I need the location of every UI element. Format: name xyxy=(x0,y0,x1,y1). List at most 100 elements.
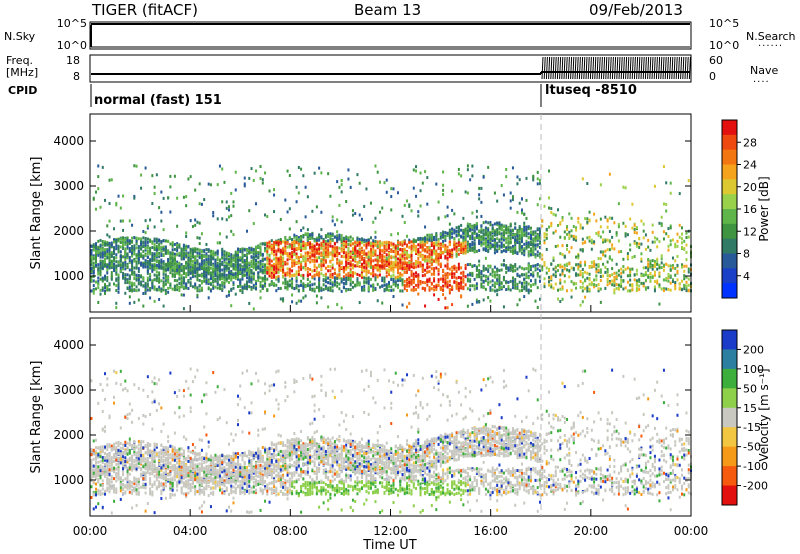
range-gate-cell xyxy=(252,222,255,226)
range-gate-cell xyxy=(349,273,352,277)
range-gate-cell xyxy=(511,245,514,249)
range-gate-cell xyxy=(230,304,233,308)
range-gate-cell xyxy=(264,246,267,250)
range-gate-cell xyxy=(200,253,203,257)
range-gate-cell xyxy=(489,280,492,284)
range-gate-cell xyxy=(315,301,318,305)
range-gate-cell xyxy=(482,286,485,290)
range-gate-cell xyxy=(496,199,499,203)
range-gate-cell xyxy=(444,245,447,249)
range-gate-cell xyxy=(178,253,181,257)
range-gate-cell xyxy=(302,247,305,251)
range-gate-cell xyxy=(243,176,246,180)
range-gate-cell xyxy=(457,265,460,269)
range-gate-cell xyxy=(453,272,456,276)
range-gate-cell xyxy=(288,252,291,256)
range-gate-cell xyxy=(198,248,201,252)
range-gate-cell xyxy=(275,277,278,281)
range-gate-cell xyxy=(140,252,143,256)
range-gate-cell xyxy=(446,271,449,275)
range-gate-cell xyxy=(182,293,185,297)
nave-spike xyxy=(585,56,588,80)
range-gate-cell xyxy=(419,245,422,249)
range-gate-cell xyxy=(410,253,413,257)
range-gate-cell xyxy=(369,277,372,281)
range-gate-cell xyxy=(124,291,127,295)
range-gate-cell xyxy=(270,271,273,275)
range-gate-cell xyxy=(473,264,476,268)
range-gate-cell xyxy=(466,164,469,168)
range-gate-cell xyxy=(392,255,395,259)
range-gate-cell xyxy=(372,244,375,248)
range-gate-cell xyxy=(108,252,111,256)
range-gate-cell xyxy=(484,275,487,279)
range-gate-cell xyxy=(187,255,190,259)
range-gate-cell xyxy=(252,264,255,268)
range-gate-cell xyxy=(250,265,253,269)
range-gate-cell xyxy=(433,267,436,271)
range-gate-cell xyxy=(169,286,172,290)
range-gate-cell xyxy=(397,275,400,279)
range-gate-cell xyxy=(212,256,215,260)
range-gate-cell xyxy=(286,271,289,275)
range-gate-cell xyxy=(259,296,262,300)
range-gate-cell xyxy=(430,272,433,276)
range-gate-cell xyxy=(378,241,381,245)
range-gate-cell xyxy=(347,255,350,259)
range-gate-cell xyxy=(97,251,100,255)
range-gate-cell xyxy=(304,264,307,268)
range-gate-cell xyxy=(469,277,472,281)
range-gate-cell xyxy=(239,282,242,286)
range-gate-cell xyxy=(498,224,501,228)
range-gate-cell xyxy=(426,247,429,251)
range-gate-cell xyxy=(227,260,230,264)
range-gate-cell xyxy=(491,229,494,233)
range-gate-cell xyxy=(381,253,384,257)
range-gate-cell xyxy=(466,304,469,308)
range-gate-cell xyxy=(410,209,413,213)
range-gate-cell xyxy=(223,281,226,285)
range-gate-cell xyxy=(110,255,113,259)
range-gate-cell xyxy=(124,242,127,246)
nave-spike xyxy=(633,56,636,80)
range-gate-cell xyxy=(277,248,280,252)
range-gate-cell xyxy=(421,248,424,252)
range-gate-cell xyxy=(473,236,476,240)
range-gate-cell xyxy=(419,204,422,208)
range-gate-cell xyxy=(415,239,418,243)
range-gate-cell xyxy=(137,270,140,274)
range-gate-cell xyxy=(268,258,271,262)
range-gate-cell xyxy=(466,277,469,281)
range-gate-cell xyxy=(117,290,120,294)
range-gate-cell xyxy=(257,275,260,279)
range-gate-cell xyxy=(446,256,449,260)
range-gate-cell xyxy=(297,265,300,269)
range-gate-cell xyxy=(453,247,456,251)
range-gate-cell xyxy=(329,244,332,248)
range-gate-cell xyxy=(279,253,282,257)
range-gate-cell xyxy=(363,288,366,292)
range-gate-cell xyxy=(209,263,212,267)
range-gate-cell xyxy=(241,253,244,257)
range-gate-cell xyxy=(155,241,158,245)
range-gate-cell xyxy=(178,251,181,255)
range-gate-cell xyxy=(489,223,492,227)
range-gate-cell xyxy=(162,228,165,232)
range-gate-cell xyxy=(189,271,192,275)
range-gate-cell xyxy=(421,258,424,262)
range-gate-cell xyxy=(421,255,424,259)
range-gate-cell xyxy=(349,250,352,254)
range-gate-cell xyxy=(349,279,352,283)
range-gate-cell xyxy=(442,274,445,278)
range-gate-cell xyxy=(187,280,190,284)
range-gate-cell xyxy=(268,271,271,275)
range-gate-cell xyxy=(469,229,472,233)
range-gate-cell xyxy=(493,282,496,286)
range-gate-cell xyxy=(90,257,93,261)
range-gate-cell xyxy=(236,272,239,276)
range-gate-cell xyxy=(394,244,397,248)
range-gate-cell xyxy=(225,265,228,269)
range-gate-cell xyxy=(209,271,212,275)
range-gate-cell xyxy=(475,273,478,277)
range-gate-cell xyxy=(209,253,212,257)
